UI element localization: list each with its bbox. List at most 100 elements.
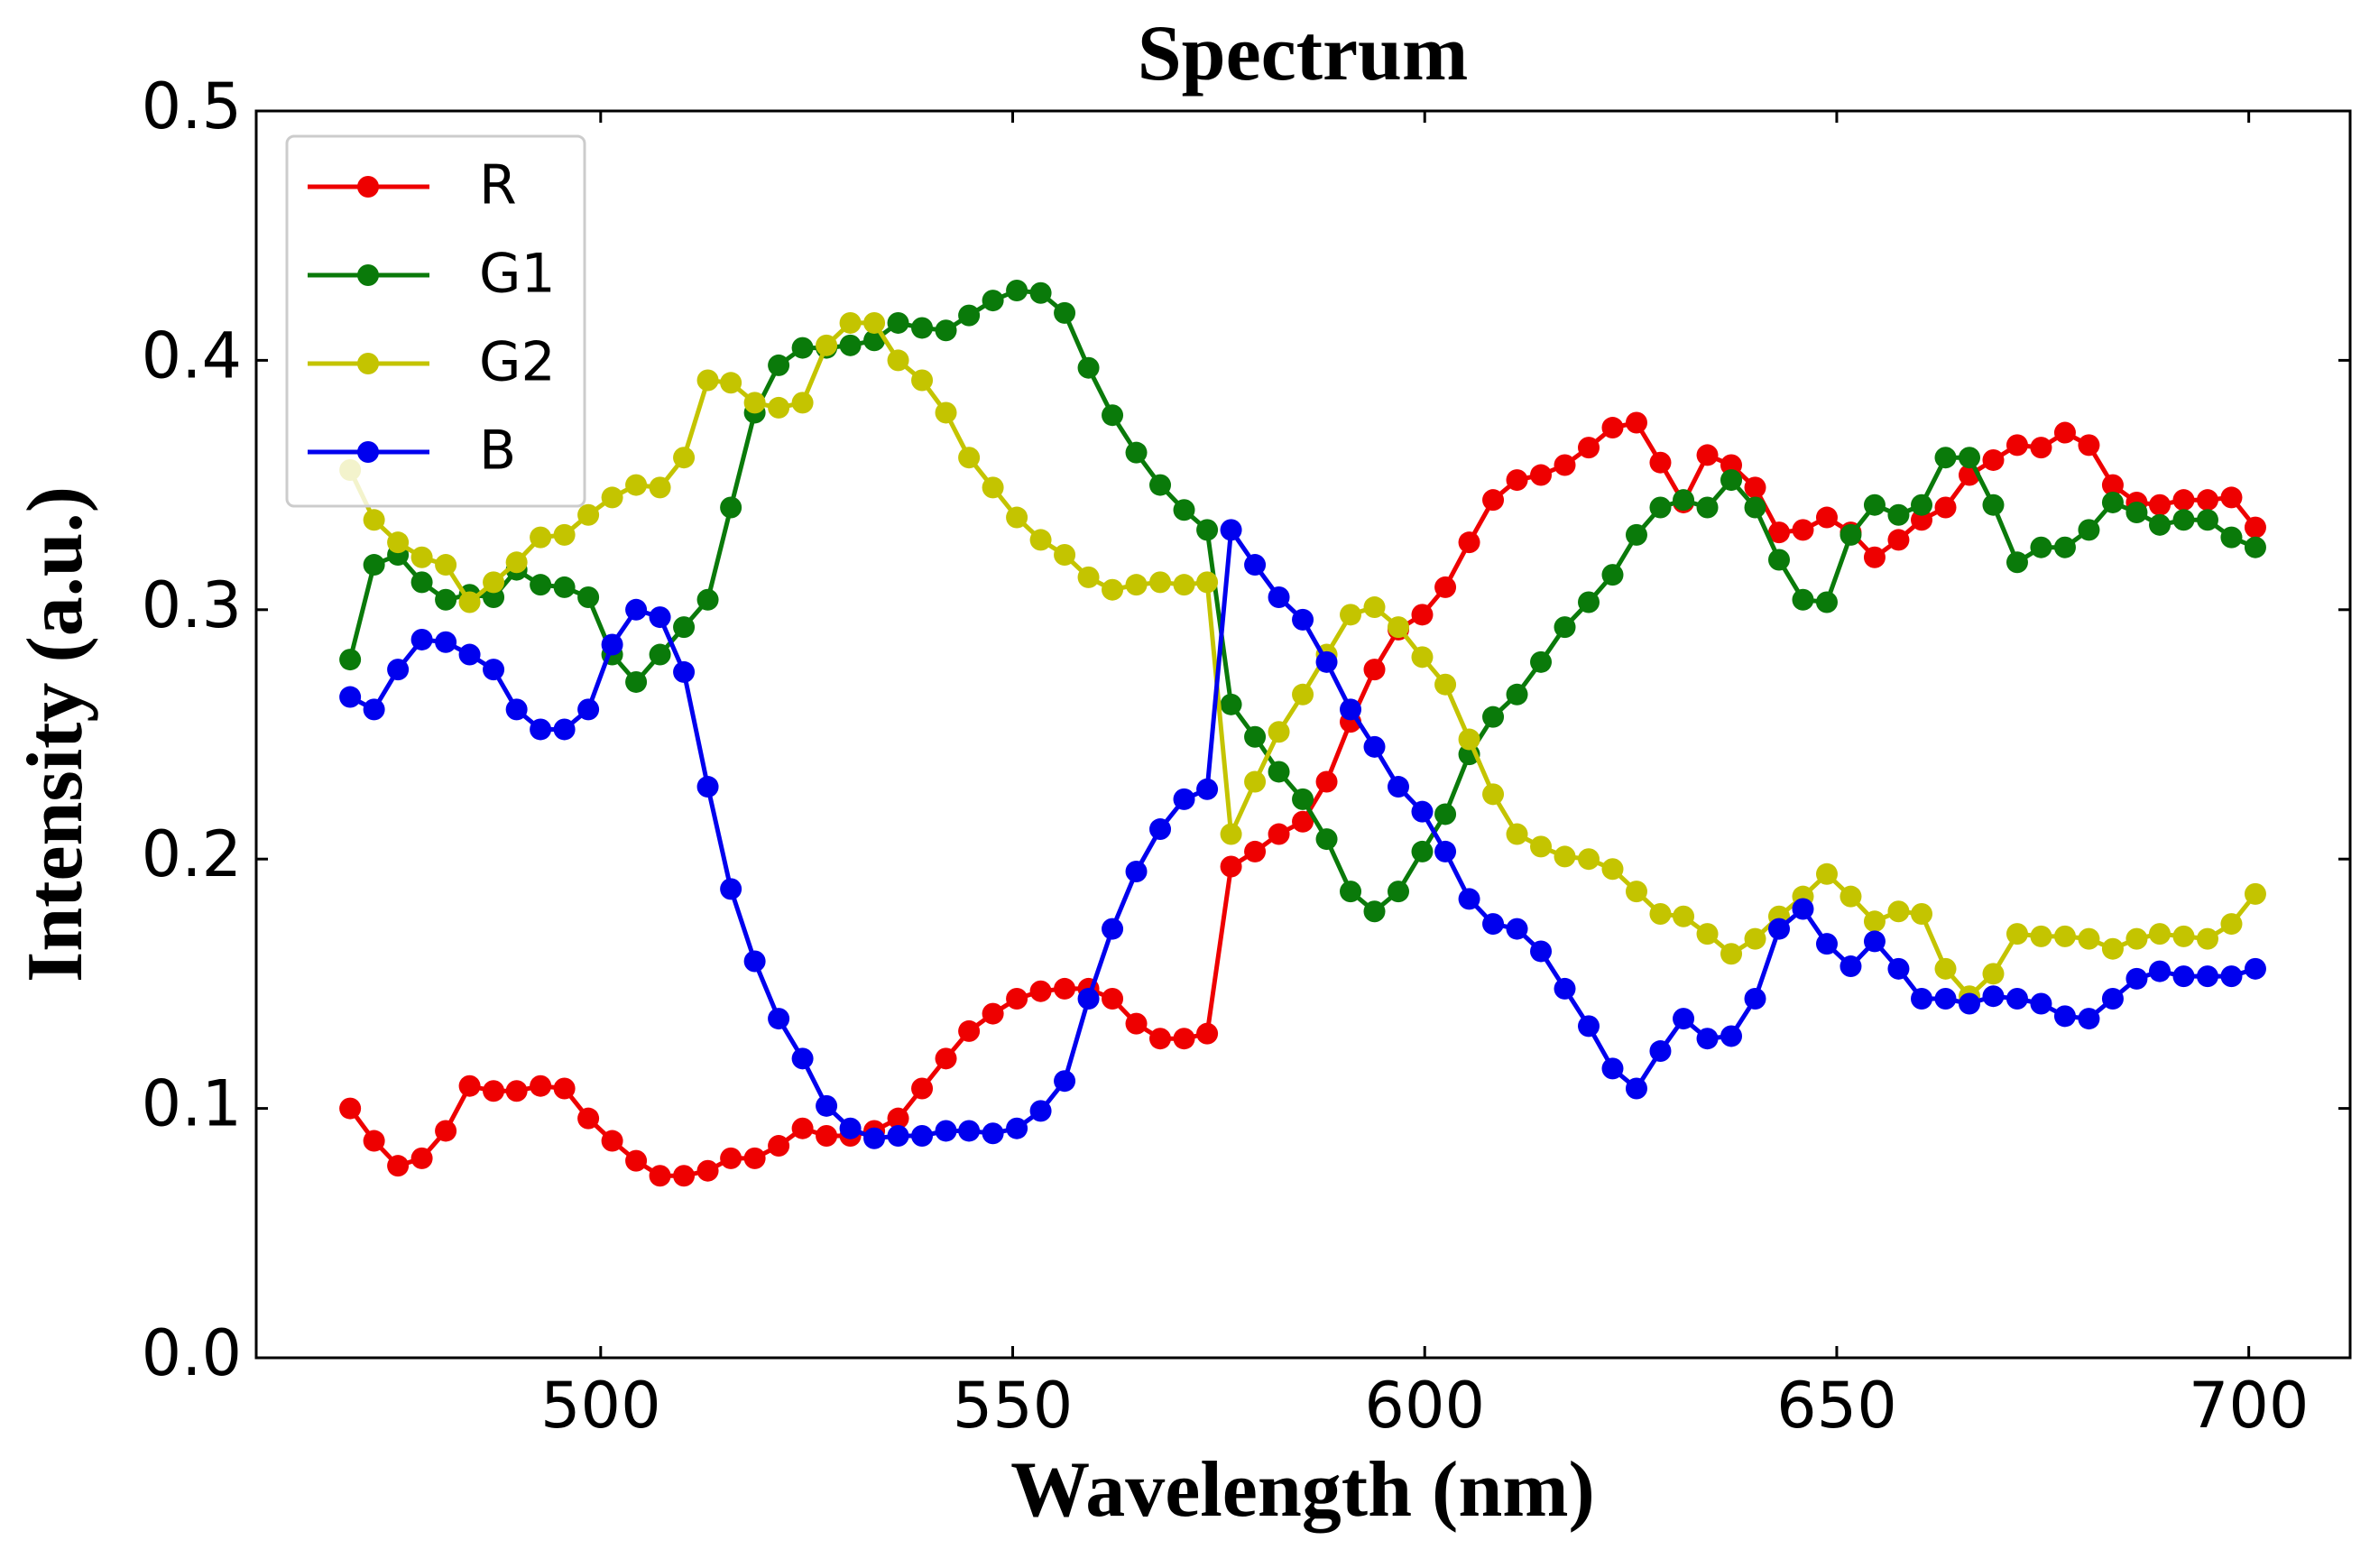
data-point	[1149, 571, 1172, 594]
data-point	[1196, 1022, 1219, 1045]
data-point	[1244, 840, 1267, 862]
data-point	[2196, 927, 2218, 950]
data-point	[1054, 1070, 1076, 1093]
data-point	[2078, 927, 2100, 950]
data-point	[410, 1147, 433, 1169]
data-point	[1077, 566, 1100, 588]
data-point	[1434, 673, 1457, 696]
data-point	[1840, 523, 1862, 546]
data-point	[483, 586, 505, 608]
data-point	[1625, 523, 1647, 546]
data-point	[1554, 616, 1576, 639]
data-point	[839, 1117, 862, 1139]
data-point	[410, 628, 433, 650]
data-point	[1578, 591, 1600, 613]
data-point	[2101, 474, 2124, 496]
chart-title: Spectrum	[1138, 10, 1469, 97]
data-point	[1982, 448, 2005, 471]
data-point	[1388, 881, 1409, 903]
data-point	[935, 401, 957, 424]
data-point	[1625, 411, 1647, 434]
data-point	[1744, 927, 1766, 950]
data-point	[1220, 855, 1242, 878]
data-point	[553, 718, 576, 741]
data-point	[1863, 930, 1886, 953]
data-point	[1982, 493, 2005, 516]
data-point	[1530, 464, 1553, 486]
data-point	[1601, 417, 1624, 439]
data-point	[791, 337, 814, 359]
data-point	[483, 659, 505, 681]
data-point	[768, 1008, 790, 1030]
data-point	[1720, 469, 1743, 492]
data-point	[911, 317, 934, 339]
data-point	[530, 718, 552, 741]
data-point	[1934, 987, 1957, 1010]
data-point	[887, 311, 909, 334]
data-point	[673, 660, 696, 683]
data-point	[649, 476, 671, 499]
data-point	[1268, 761, 1290, 783]
data-point	[1220, 823, 1242, 845]
data-point	[530, 526, 552, 549]
data-point	[911, 1077, 934, 1100]
data-point	[410, 546, 433, 568]
data-point	[458, 1075, 481, 1097]
legend-marker	[357, 176, 379, 198]
data-point	[958, 304, 981, 327]
data-point	[1792, 898, 1814, 920]
data-point	[1863, 546, 1886, 568]
data-point	[958, 1120, 981, 1142]
data-point	[1887, 957, 1910, 980]
legend-label: B	[479, 420, 516, 483]
data-point	[1744, 476, 1766, 499]
data-point	[1125, 441, 1148, 464]
legend-box	[285, 134, 586, 508]
data-point	[435, 1120, 457, 1142]
series	[339, 519, 2266, 1149]
x-axis-label: Wavelength (nm)	[1010, 1446, 1595, 1534]
legend-marker	[357, 441, 379, 463]
data-point	[601, 1130, 623, 1152]
data-point	[1149, 474, 1172, 496]
data-point	[2053, 536, 2076, 558]
data-point	[363, 554, 385, 576]
data-point	[1125, 861, 1148, 883]
data-point	[1506, 683, 1528, 706]
data-point	[1578, 437, 1600, 459]
data-point	[1458, 888, 1480, 910]
data-point	[720, 878, 742, 900]
data-point	[1554, 977, 1576, 1000]
data-point	[1792, 588, 1814, 611]
data-point	[601, 633, 623, 656]
data-point	[2101, 491, 2124, 513]
data-point	[1196, 519, 1219, 541]
data-point	[1268, 721, 1290, 743]
y-tick-label: 0.1	[142, 1067, 242, 1141]
data-point	[2244, 957, 2266, 980]
data-point	[2101, 937, 2124, 960]
data-point	[2078, 519, 2100, 541]
data-point	[1244, 554, 1267, 576]
data-point	[1006, 987, 1028, 1010]
data-point	[1934, 496, 1957, 519]
y-tick-label: 0.5	[142, 69, 242, 143]
legend-label: G1	[479, 243, 556, 306]
x-tick-label: 500	[540, 1369, 661, 1443]
data-point	[1482, 706, 1505, 728]
data-point	[911, 1125, 934, 1148]
data-point	[696, 1159, 719, 1182]
data-point	[958, 1019, 981, 1042]
data-point	[577, 698, 600, 721]
data-point	[1482, 783, 1505, 806]
data-point	[1482, 489, 1505, 512]
plot-frame	[254, 109, 2352, 1360]
data-point	[1077, 987, 1100, 1010]
data-point	[887, 1107, 909, 1130]
data-point	[982, 290, 1004, 312]
data-point	[1649, 496, 1672, 519]
data-point	[1173, 499, 1195, 521]
y-tick-label: 0.2	[142, 817, 242, 891]
data-point	[625, 1149, 648, 1172]
data-point	[483, 1080, 505, 1102]
